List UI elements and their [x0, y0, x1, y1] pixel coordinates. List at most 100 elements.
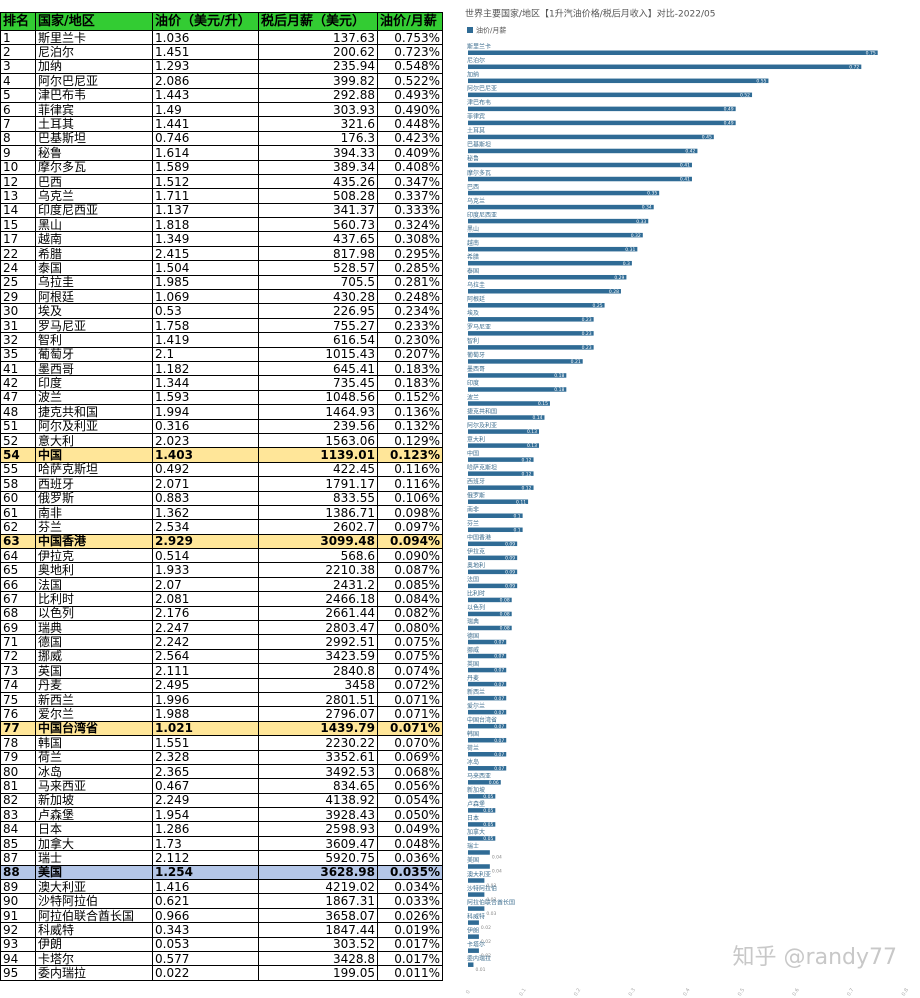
bar — [468, 471, 534, 476]
table-cell: 1.994 — [152, 404, 259, 420]
table-cell: 437.65 — [258, 231, 378, 247]
table-cell: 菲律宾 — [35, 101, 153, 118]
bar — [468, 934, 479, 939]
table-cell: 2.1 — [152, 346, 259, 362]
table-cell: 5920.75 — [258, 850, 378, 866]
table-cell: 0.075% — [377, 634, 443, 650]
table-cell: 1.416 — [152, 879, 259, 895]
table-cell: 中国 — [35, 447, 153, 463]
table-cell: 0.072% — [377, 677, 443, 693]
data-label: 0.3 — [623, 261, 630, 267]
table-cell: 巴基斯坦 — [35, 130, 153, 147]
table-row: 29 阿根廷 1.069 430.28 0.248% — [0, 289, 443, 305]
y-category-label: 斯里兰卡 — [467, 43, 491, 51]
table-cell: 1.451 — [152, 44, 259, 60]
table-cell: 85 — [0, 835, 36, 852]
table-cell: 0.068% — [377, 763, 443, 780]
table-cell: 0.248% — [377, 289, 443, 305]
table-cell: 35 — [0, 346, 36, 362]
table-cell: 0.285% — [377, 260, 443, 276]
table-row: 32 智利 1.419 616.54 0.230% — [0, 332, 443, 348]
bar — [468, 387, 567, 392]
table-row: 24 泰国 1.504 528.57 0.285% — [0, 260, 443, 276]
y-category-label: 以色列 — [467, 604, 485, 612]
table-row: 25 乌拉圭 1.985 705.5 0.281% — [0, 274, 443, 291]
table-cell: 817.98 — [258, 245, 378, 262]
table-cell: 1.443 — [152, 87, 259, 103]
table-cell: 2.023 — [152, 432, 259, 449]
table-row: 73 英国 2.111 2840.8 0.074% — [0, 663, 443, 679]
table-cell: 1.254 — [152, 864, 259, 881]
table-cell: 2.086 — [152, 73, 259, 89]
data-label: 0.12 — [522, 485, 532, 491]
table-cell: 1.73 — [152, 835, 259, 852]
data-label: 0.23 — [582, 331, 592, 337]
table-row: 76 爱尔兰 1.988 2796.07 0.071% — [0, 706, 443, 722]
table-cell: 法国 — [35, 576, 153, 593]
table-cell: 泰国 — [35, 260, 153, 276]
table-cell: 0.136% — [377, 404, 443, 420]
table-cell: 阿尔巴尼亚 — [35, 73, 153, 89]
table-cell: 2.564 — [152, 648, 259, 665]
table-cell: 0.011% — [377, 965, 443, 981]
table-cell: 78 — [0, 735, 36, 751]
header-cell: 国家/地区 — [35, 12, 153, 31]
data-label: 0.05 — [483, 822, 493, 828]
legend-label: 油价/月薪 — [476, 26, 506, 35]
data-label: 0.1 — [513, 513, 520, 519]
table-cell: 1.349 — [152, 231, 259, 247]
bar — [468, 429, 540, 434]
table-cell: 0.080% — [377, 620, 443, 636]
table-cell: 6 — [0, 101, 36, 118]
table-cell: 292.88 — [258, 87, 378, 103]
y-category-label: 沙特阿拉伯 — [467, 884, 497, 892]
table-cell: 0.069% — [377, 749, 443, 765]
table-cell: 1.988 — [152, 706, 259, 722]
bar — [468, 289, 621, 294]
data-label: 0.23 — [582, 317, 592, 323]
table-cell: 挪威 — [35, 648, 153, 665]
y-category-label: 新加坡 — [467, 786, 485, 794]
table-cell: 0.048% — [377, 835, 443, 852]
table-cell: 2598.93 — [258, 821, 378, 837]
table-cell: 2.242 — [152, 634, 259, 650]
data-label: 0.55 — [756, 78, 766, 84]
table-row: 7 土耳其 1.441 321.6 0.448% — [0, 116, 443, 132]
bar — [468, 134, 714, 140]
table-cell: 0.035% — [377, 864, 443, 881]
table-cell: 2.249 — [152, 792, 259, 809]
table-row: 10 摩尔多瓦 1.589 389.34 0.408% — [0, 159, 443, 175]
table-cell: 0.019% — [377, 922, 443, 938]
data-label: 0.08 — [500, 612, 510, 618]
table-cell: 2 — [0, 44, 36, 60]
table-cell: 丹麦 — [35, 677, 153, 693]
data-label: 0.07 — [494, 682, 504, 688]
data-label: 0.03 — [486, 897, 496, 903]
bar — [468, 850, 490, 855]
table-cell: 82 — [0, 792, 36, 809]
table-cell: 8 — [0, 130, 36, 147]
data-label: 0.07 — [494, 738, 504, 744]
y-category-label: 德国 — [467, 632, 479, 640]
table-cell: 英国 — [35, 663, 153, 679]
table-cell: 31 — [0, 317, 36, 334]
bar — [468, 639, 507, 645]
data-label: 0.08 — [500, 626, 510, 632]
y-category-label: 越南 — [467, 239, 479, 247]
data-label: 0.29 — [614, 275, 624, 281]
table-cell: 0.097% — [377, 519, 443, 535]
data-label: 0.04 — [492, 855, 502, 861]
y-category-label: 墨西哥 — [467, 366, 485, 373]
bar — [468, 513, 523, 518]
y-category-label: 比利时 — [467, 590, 485, 598]
data-label: 0.1 — [513, 527, 520, 533]
bar — [468, 204, 654, 210]
table-cell: 俄罗斯 — [35, 490, 153, 506]
table-cell: 41 — [0, 360, 36, 377]
table-cell: 430.28 — [258, 289, 378, 305]
table-cell: 303.52 — [258, 936, 378, 953]
table-cell: 1015.43 — [258, 346, 378, 362]
header-cell: 油价/月薪 — [377, 12, 443, 31]
y-category-label: 委内瑞拉 — [467, 954, 491, 962]
bar — [468, 401, 550, 406]
